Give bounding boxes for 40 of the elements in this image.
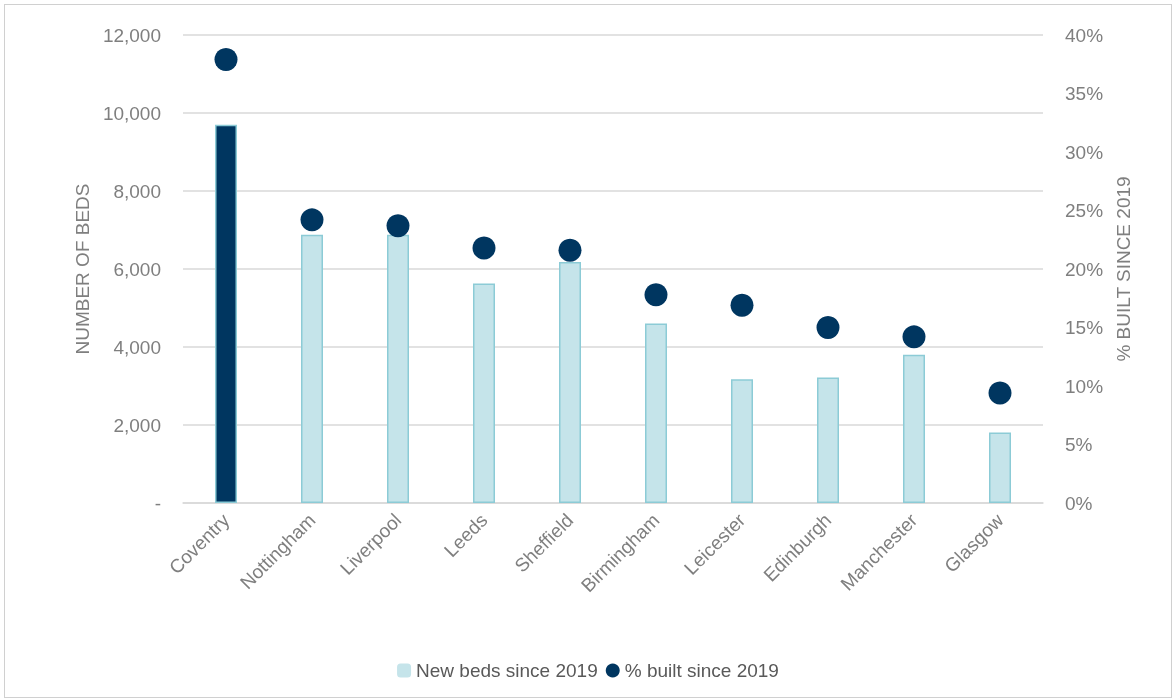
y2-tick-label: 5% <box>1065 434 1093 455</box>
point <box>816 316 840 339</box>
point <box>472 236 496 260</box>
y-tick-label: - <box>154 492 161 514</box>
bar <box>387 234 409 503</box>
bar <box>903 354 925 503</box>
y-tick-label: 12,000 <box>102 24 161 46</box>
bar <box>817 377 839 503</box>
y-axis-title: NUMBER OF BEDS <box>71 183 93 355</box>
y2-tick-label: 0% <box>1065 492 1093 514</box>
y2-tick-label: 40% <box>1065 24 1104 46</box>
point <box>558 238 582 262</box>
point <box>214 48 238 72</box>
y-tick-label: 2,000 <box>113 414 161 436</box>
bar <box>731 379 753 503</box>
y-tick-label: 8,000 <box>113 180 161 202</box>
point <box>730 293 754 317</box>
point <box>902 325 926 349</box>
y2-tick-label: 30% <box>1065 141 1104 163</box>
bar <box>645 323 667 503</box>
y2-tick-label: 20% <box>1065 258 1104 280</box>
y2-tick-label: 25% <box>1065 200 1104 221</box>
y2-tick-label: 15% <box>1065 317 1104 338</box>
point <box>300 208 324 232</box>
y-tick-label: 10,000 <box>102 102 161 124</box>
bar <box>989 432 1011 503</box>
legend-label: New beds since 2019 <box>416 660 598 681</box>
point <box>644 283 668 307</box>
bar <box>559 261 581 503</box>
bar <box>473 283 495 503</box>
y2-tick-label: 10% <box>1065 375 1104 397</box>
point <box>386 214 410 238</box>
legend-label: % built since 2019 <box>624 660 779 681</box>
point <box>988 381 1012 405</box>
y2-tick-label: 35% <box>1065 83 1104 104</box>
y-tick-label: 6,000 <box>113 258 161 280</box>
bar <box>301 234 323 503</box>
bar <box>215 124 237 503</box>
y-tick-label: 4,000 <box>113 336 161 358</box>
y2-axis-title: % BUILT SINCE 2019 <box>1112 176 1134 362</box>
